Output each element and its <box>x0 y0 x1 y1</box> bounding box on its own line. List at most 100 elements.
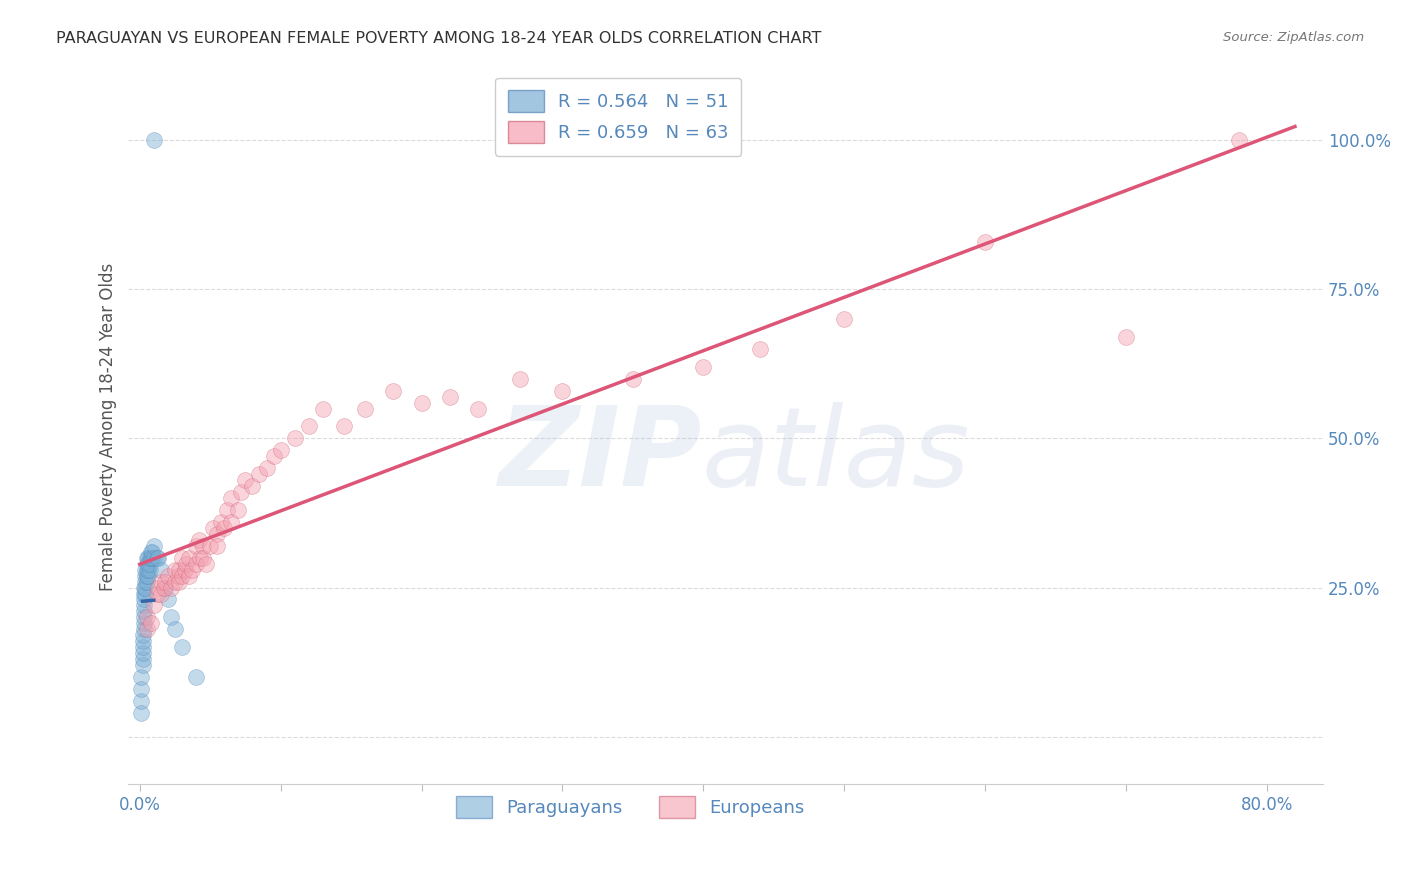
Point <box>298 419 321 434</box>
Point <box>149 563 172 577</box>
Point <box>129 706 152 720</box>
Point <box>249 467 271 482</box>
Text: atlas: atlas <box>702 401 970 508</box>
Point <box>132 586 155 600</box>
Point <box>156 592 179 607</box>
Point <box>174 557 197 571</box>
Point <box>242 479 264 493</box>
Point <box>187 533 209 547</box>
Point <box>284 431 307 445</box>
Point <box>354 401 377 416</box>
Point <box>142 599 165 613</box>
Point <box>129 670 152 684</box>
Point <box>131 652 153 666</box>
Point <box>132 616 155 631</box>
Point <box>152 581 174 595</box>
Point <box>129 694 152 708</box>
Point <box>131 658 153 673</box>
Point <box>132 610 155 624</box>
Point <box>149 586 172 600</box>
Point <box>974 235 997 249</box>
Point <box>138 563 160 577</box>
Point <box>132 623 155 637</box>
Point <box>439 390 461 404</box>
Point <box>132 592 155 607</box>
Point <box>163 574 186 589</box>
Point <box>134 581 156 595</box>
Point <box>217 503 239 517</box>
Point <box>198 539 221 553</box>
Point <box>184 557 207 571</box>
Point <box>135 568 157 582</box>
Point <box>382 384 405 398</box>
Point <box>166 568 188 582</box>
Point <box>180 563 202 577</box>
Point <box>221 491 243 505</box>
Point <box>191 550 214 565</box>
Point <box>142 539 165 553</box>
Point <box>136 550 159 565</box>
Point <box>467 401 489 416</box>
Point <box>201 521 224 535</box>
Point <box>135 550 157 565</box>
Point <box>177 550 200 565</box>
Point <box>167 574 190 589</box>
Point <box>139 545 162 559</box>
Point <box>135 557 157 571</box>
Point <box>170 640 193 655</box>
Point <box>159 610 181 624</box>
Point <box>136 563 159 577</box>
Point <box>145 586 167 600</box>
Point <box>214 521 236 535</box>
Legend: Paraguayans, Europeans: Paraguayans, Europeans <box>449 789 811 825</box>
Point <box>131 640 153 655</box>
Point <box>231 485 253 500</box>
Point <box>142 550 165 565</box>
Point <box>235 473 257 487</box>
Point <box>136 557 159 571</box>
Text: PARAGUAYAN VS EUROPEAN FEMALE POVERTY AMONG 18-24 YEAR OLDS CORRELATION CHART: PARAGUAYAN VS EUROPEAN FEMALE POVERTY AM… <box>56 31 821 46</box>
Point <box>141 550 163 565</box>
Point <box>256 461 278 475</box>
Point <box>205 526 228 541</box>
Point <box>312 401 335 416</box>
Point <box>159 581 181 595</box>
Point <box>263 450 285 464</box>
Point <box>211 515 233 529</box>
Text: ZIP: ZIP <box>498 401 702 508</box>
Point <box>167 563 190 577</box>
Point <box>333 419 356 434</box>
Point <box>156 568 179 582</box>
Point <box>173 563 195 577</box>
Point <box>692 359 714 374</box>
Point <box>132 581 155 595</box>
Point <box>184 670 207 684</box>
Point <box>134 563 156 577</box>
Point <box>135 623 157 637</box>
Point <box>146 581 169 595</box>
Point <box>188 550 211 565</box>
Point <box>139 550 162 565</box>
Y-axis label: Female Poverty Among 18-24 Year Olds: Female Poverty Among 18-24 Year Olds <box>100 262 117 591</box>
Point <box>135 563 157 577</box>
Point <box>134 568 156 582</box>
Point <box>163 623 186 637</box>
Point <box>145 550 167 565</box>
Point <box>163 563 186 577</box>
Point <box>139 616 162 631</box>
Point <box>146 550 169 565</box>
Point <box>621 372 644 386</box>
Point <box>194 557 217 571</box>
Point <box>748 342 770 356</box>
Point <box>135 574 157 589</box>
Point <box>551 384 574 398</box>
Point <box>184 539 207 553</box>
Point <box>205 539 228 553</box>
Point <box>149 574 172 589</box>
Point <box>131 646 153 660</box>
Point <box>1227 133 1250 147</box>
Point <box>138 557 160 571</box>
Point <box>132 604 155 618</box>
Point <box>270 443 292 458</box>
Point <box>136 568 159 582</box>
